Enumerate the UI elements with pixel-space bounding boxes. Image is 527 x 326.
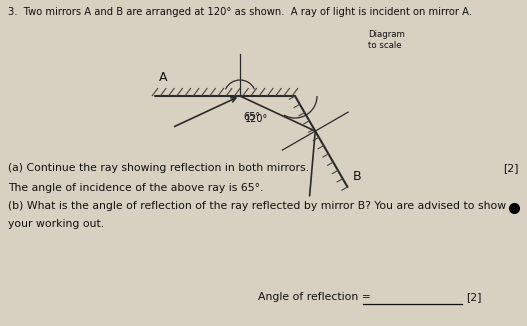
Text: B: B xyxy=(353,170,361,184)
Text: (b) What is the angle of reflection of the ray reflected by mirror B? You are ad: (b) What is the angle of reflection of t… xyxy=(8,201,506,211)
Text: [2]: [2] xyxy=(503,163,519,173)
Text: The angle of incidence of the above ray is 65°.: The angle of incidence of the above ray … xyxy=(8,183,264,193)
Text: 65°: 65° xyxy=(243,112,260,122)
Text: 120°: 120° xyxy=(245,114,268,124)
Text: Angle of reflection =: Angle of reflection = xyxy=(258,292,374,302)
Text: Diagram
to scale: Diagram to scale xyxy=(368,30,405,50)
Text: (a) Continue the ray showing reflection in both mirrors.: (a) Continue the ray showing reflection … xyxy=(8,163,309,173)
Text: 3.  Two mirrors A and B are arranged at 120° as shown.  A ray of light is incide: 3. Two mirrors A and B are arranged at 1… xyxy=(8,7,472,17)
Text: [2]: [2] xyxy=(466,292,482,302)
Text: A: A xyxy=(159,71,168,84)
Text: your working out.: your working out. xyxy=(8,219,104,229)
